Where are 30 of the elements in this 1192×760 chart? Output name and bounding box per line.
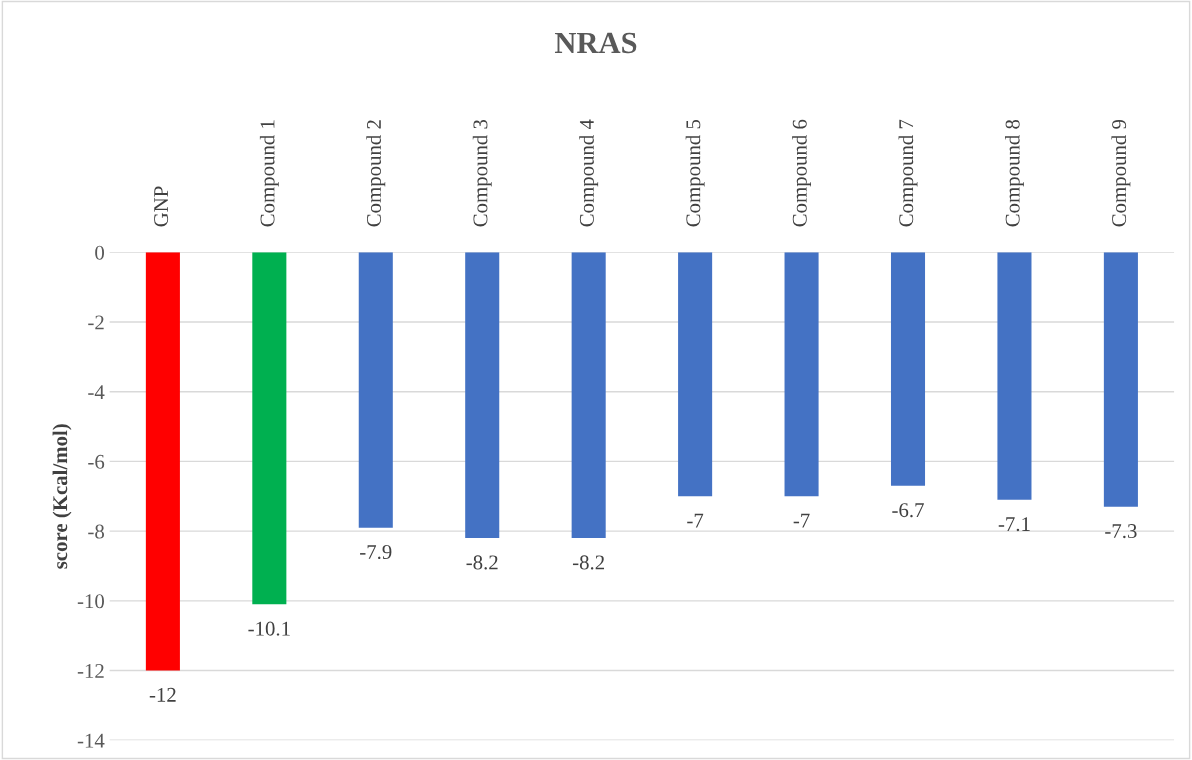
y-tick-label: -4 [88,385,105,399]
y-tick-label: -2 [88,315,104,330]
x-tick-label: Compound 7 [898,119,918,227]
x-tick-label: Compound 6 [792,119,812,227]
data-label: -7 [687,513,704,528]
data-label: -6.7 [892,503,924,518]
data-label: -10.1 [248,621,290,636]
data-label: -8.2 [466,555,498,570]
y-tick-label: 0 [95,245,105,260]
x-tick-label: Compound 8 [1005,119,1024,227]
data-label: -7.9 [360,544,392,560]
x-tick-label: Compound 5 [685,119,705,227]
y-tick-label: -12 [77,663,104,678]
chart-title: NRAS [554,32,637,54]
data-label: -8.2 [572,555,605,570]
x-tick-label: Compound 3 [472,119,492,227]
data-label: -7.1 [998,517,1030,532]
y-tick-label: -14 [77,733,105,748]
x-tick-label: GNP [154,186,169,227]
x-tick-label: Compound 2 [366,120,386,227]
data-label: -7.3 [1105,524,1137,539]
y-tick-label: -10 [77,594,105,609]
y-tick-label: -6 [88,454,105,469]
x-tick-label: Compound 9 [1111,119,1131,227]
y-axis-title: score (Kcal/mol) [52,424,72,569]
x-tick-label: Compound 1 [259,120,279,227]
data-label: -7 [793,513,810,528]
x-tick-label: Compound 4 [579,119,599,227]
data-label: -12 [149,687,176,702]
y-tick-label: -8 [88,524,105,539]
